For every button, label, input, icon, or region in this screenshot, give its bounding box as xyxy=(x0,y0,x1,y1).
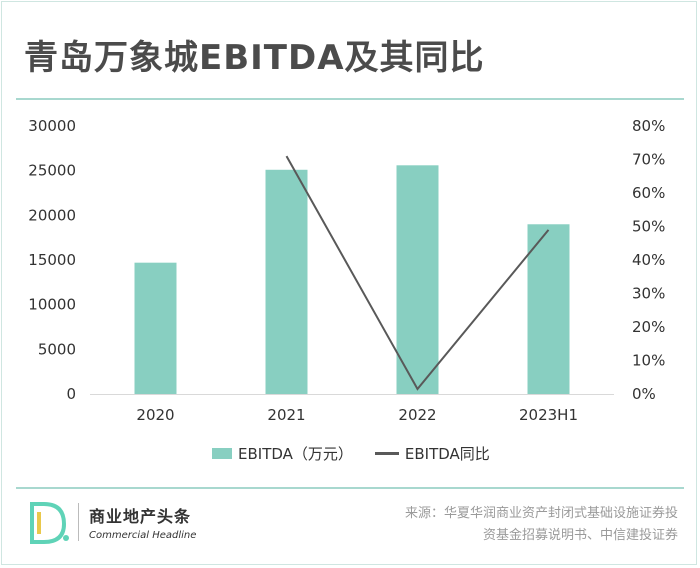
y-right-tick-label: 80% xyxy=(632,117,665,135)
y-left-tick-label: 25000 xyxy=(28,162,76,180)
legend-item-line: EBITDA同比 xyxy=(374,443,490,464)
legend-label-line: EBITDA同比 xyxy=(404,445,490,463)
footer-divider xyxy=(16,487,684,489)
bar xyxy=(396,165,439,394)
bar xyxy=(527,224,570,394)
y-right-tick-label: 70% xyxy=(632,151,665,169)
chart-area: 0 5000 10000 15000 20000 25000 30000 0% 10% 20% 30… xyxy=(28,117,665,424)
y-left-tick-label: 15000 xyxy=(28,251,76,269)
y-left-tick-label: 5000 xyxy=(38,340,76,358)
brand-logo: 商业地产头条 Commercial Headline xyxy=(26,500,196,544)
source-note: 来源：华夏华润商业资产封闭式基础设施证券投 资基金招募说明书、中信建投证券 xyxy=(405,503,678,547)
x-tick-label: 2020 xyxy=(136,406,174,424)
legend-label-bar: EBITDA（万元） xyxy=(238,445,353,463)
bar xyxy=(265,169,308,394)
y-right-tick-label: 0% xyxy=(632,385,656,403)
brand-mark-icon xyxy=(26,500,70,544)
series-line-yoy xyxy=(285,155,550,391)
source-line-2: 资基金招募说明书、中信建投证券 xyxy=(482,528,678,543)
title-divider xyxy=(16,98,684,100)
y-right-tick-label: 30% xyxy=(632,285,665,303)
y-right-tick-label: 10% xyxy=(632,352,665,370)
y-left-tick-label: 10000 xyxy=(28,296,76,314)
chart-title: 青岛万象城EBITDA及其同比 xyxy=(24,38,485,78)
x-tick-label: 2023H1 xyxy=(519,406,578,424)
source-line-1: 来源：华夏华润商业资产封闭式基础设施证券投 xyxy=(404,506,678,521)
y-right-tick-label: 60% xyxy=(632,184,665,202)
y-right-tick-label: 50% xyxy=(632,218,665,236)
brand-name-cn: 商业地产头条 xyxy=(89,507,192,526)
legend-item-bar: EBITDA（万元） xyxy=(212,443,353,464)
legend: EBITDA（万元） EBITDA同比 xyxy=(212,443,512,464)
bar xyxy=(134,262,177,394)
brand-name-en: Commercial Headline xyxy=(89,530,197,541)
y-left-tick-label: 20000 xyxy=(28,206,76,224)
x-tick-label: 2022 xyxy=(398,406,436,424)
x-tick-label: 2021 xyxy=(267,406,305,424)
legend-swatch-line xyxy=(374,452,399,455)
y-right-tick-label: 20% xyxy=(632,318,665,336)
legend-swatch-bar xyxy=(212,448,232,459)
y-right-tick-label: 40% xyxy=(632,251,665,269)
y-left-tick-label: 0 xyxy=(66,385,76,403)
y-left-tick-label: 30000 xyxy=(28,117,76,135)
